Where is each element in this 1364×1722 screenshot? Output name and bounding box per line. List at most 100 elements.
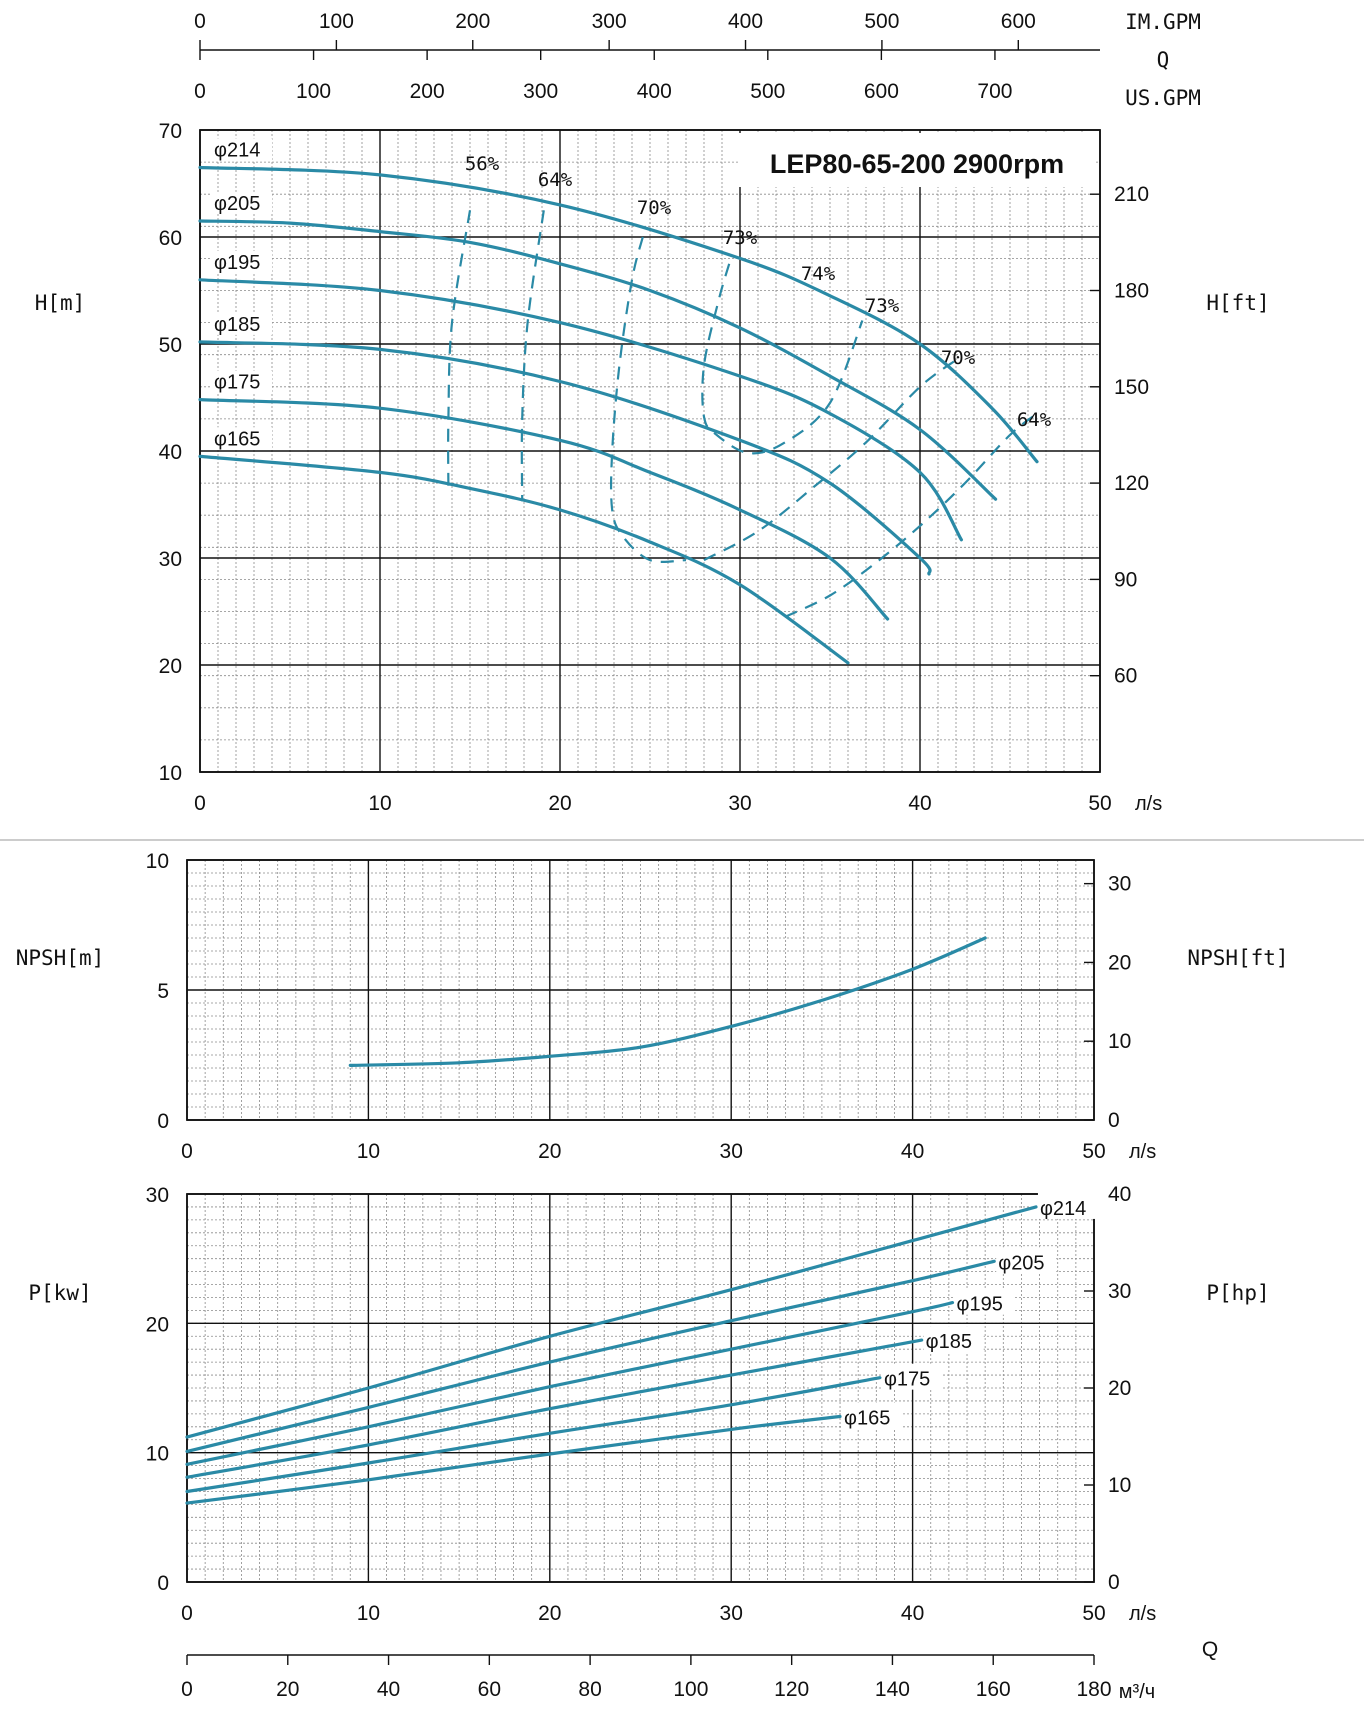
plot-frame [186,859,1095,1121]
right-axis-tick-label: 0 [1108,1109,1120,1132]
curve-label: φ165 [214,428,260,450]
x-axis-unit-label: л/s [1129,1141,1156,1163]
m3h-unit-label: м³/ч [1119,1681,1155,1703]
im-gpm-tick-label: 100 [319,10,354,33]
im-gpm-tick-label: 400 [728,10,763,33]
left-axis-tick-label: 5 [157,980,169,1003]
efficiency-contour [784,412,1038,618]
curve-label-bg [996,1247,1057,1274]
right-axis-tick-label: 40 [1108,1183,1131,1206]
chart-title: LEP80-65-200 2900rpm [770,149,1064,179]
curve-label-bg [842,1402,903,1429]
curve-label-bg [1037,1192,1098,1219]
x-axis: 0 10 20 30 40 50 л/s [181,1140,1156,1163]
left-axis-tick-label: 20 [146,1313,169,1336]
x-axis-tick-label: 10 [368,792,391,815]
curve-label-bg [881,1363,942,1390]
left-axis-tick-label: 20 [159,655,182,678]
us-gpm-tick-label: 400 [637,80,672,103]
x-axis: 0 10 20 30 40 50 л/s [181,1602,1156,1625]
right-axis-tick-label: 30 [1108,1280,1131,1303]
m3h-tick-label: 120 [774,1678,809,1701]
x-axis-tick-label: 40 [901,1602,924,1625]
us-gpm-tick-label: 300 [523,80,558,103]
im-gpm-unit-label: IM.GPM [1125,10,1201,34]
curve-d185 [185,1338,924,1479]
x-axis-tick-label: 40 [908,792,931,815]
curve-d165 [198,454,850,665]
left-axis: 0 10 20 30 [146,1184,169,1595]
x-axis-tick-label: 40 [901,1140,924,1163]
left-axis-tick-label: 60 [159,227,182,250]
plot-frame [199,129,1101,773]
curve-label: φ205 [214,193,260,215]
right-axis-title: H[ft] [1206,291,1269,315]
us-gpm-tick-label: 0 [194,80,206,103]
im-gpm-tick-label: 500 [864,10,899,33]
minor-grid [187,1194,1094,1582]
curve-label: φ214 [1040,1198,1086,1220]
curves [348,936,987,1067]
im-gpm-tick-label: 0 [194,10,206,33]
us-gpm-tick-label: 100 [296,80,331,103]
right-axis-tick-label: 120 [1114,472,1149,495]
m3h-tick-label: 180 [1076,1678,1111,1701]
x-axis: 0 10 20 30 40 50 л/s [194,792,1162,815]
right-axis-tick-label: 10 [1108,1030,1131,1053]
x-axis-tick-label: 30 [720,1602,743,1625]
x-axis-unit-label: л/s [1135,793,1162,815]
efficiency-label: 73% [865,295,900,317]
q-label: Q [1157,48,1170,72]
head-panel: 60 90 120 150 180 210 10 20 30 40 50 60 70 0 10 20 30 40 5… [35,120,1270,815]
left-axis-tick-label: 10 [159,762,182,785]
m3h-tick-label: 140 [875,1678,910,1701]
curve-d165 [185,1414,842,1505]
right-axis-tick-label: 90 [1114,568,1137,591]
x-axis-unit-label: л/s [1129,1603,1156,1625]
right-axis-tick-label: 10 [1108,1474,1131,1497]
efficiency-contour [609,236,687,563]
x-axis-tick-label: 20 [548,792,571,815]
curve-label-bg [212,191,272,214]
x-axis-tick-label: 0 [181,1602,193,1625]
efficiency-label: 56% [465,153,500,175]
curve-label: φ205 [998,1252,1044,1274]
m3h-tick-label: 80 [578,1678,601,1701]
q-label-bottom: Q [1202,1638,1218,1661]
efficiency-label: 74% [801,263,836,285]
efficiency-label: 70% [637,197,672,219]
curve-label: φ185 [926,1331,972,1353]
x-axis-tick-label: 50 [1082,1602,1105,1625]
curve-label: φ175 [214,372,260,394]
curve-label-bg [954,1288,1015,1315]
efficiency-label: 64% [1017,409,1052,431]
curves: φ214 φ205 φ195 φ185 φ175 φ165 [198,138,1039,665]
left-axis: 0 5 10 [146,850,169,1133]
npsh-panel: 0 10 20 30 0 5 10 0 10 20 30 40 50 л/s NPSH[m] NPSH[ft] [16,850,1289,1163]
right-axis-tick-label: 30 [1108,873,1131,896]
right-axis-tick-label: 20 [1108,1377,1131,1400]
efficiency-contour [447,210,472,489]
m3h-tick-label: 160 [976,1678,1011,1701]
x-axis-tick-label: 30 [728,792,751,815]
curve-npsh [348,936,987,1067]
right-axis-tick-label: 0 [1108,1571,1120,1594]
curve-label: φ195 [957,1294,1003,1316]
curve-d175 [198,398,890,621]
efficiency-label: 70% [941,347,976,369]
x-axis-tick-label: 50 [1088,792,1111,815]
x-axis-tick-label: 20 [538,1602,561,1625]
m3h-tick-label: 0 [181,1678,193,1701]
im-gpm-tick-label: 300 [592,10,627,33]
us-gpm-tick-label: 700 [977,80,1012,103]
x-axis-tick-label: 0 [194,792,206,815]
us-gpm-tick-label: 200 [410,80,445,103]
power-panel: 0 10 20 30 40 0 10 20 30 0 10 20 30 40 50 л/s P[kw] P[hp]… [28,1183,1269,1625]
right-axis-title: P[hp] [1206,1281,1269,1305]
left-axis-tick-label: 30 [159,548,182,571]
right-axis-tick-label: 150 [1114,376,1149,399]
right-axis-tick-label: 210 [1114,183,1149,206]
efficiency-contour [701,263,864,455]
curve-label-bg [212,370,272,393]
